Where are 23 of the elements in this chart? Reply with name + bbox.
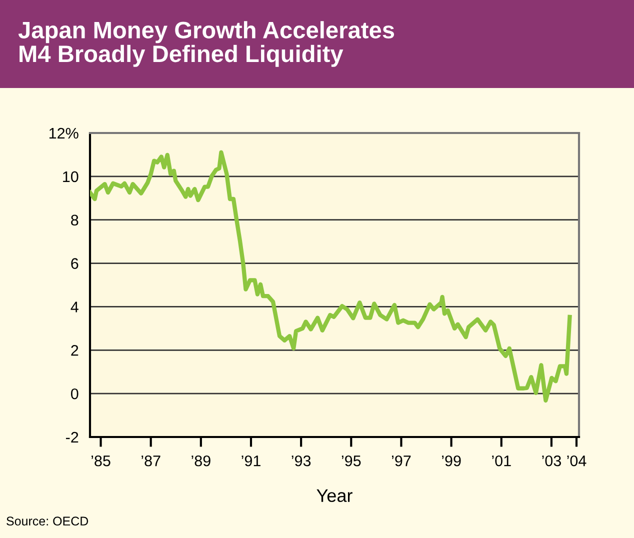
y-tick-label: -2 <box>66 432 78 443</box>
y-tick-label: 10 <box>63 171 78 182</box>
x-tick-label: ’04 <box>567 455 586 466</box>
y-tick-label: 6 <box>71 258 78 269</box>
x-tick-label: ’99 <box>442 455 461 466</box>
y-tick-label: 2 <box>71 345 78 356</box>
y-tick-label: 12% <box>49 128 78 139</box>
x-tick-label: ’97 <box>392 455 411 466</box>
x-tick-label: ’85 <box>92 455 110 466</box>
x-tick-label: ’93 <box>292 455 311 466</box>
y-tick-label: 4 <box>70 302 78 312</box>
x-tick-label: ’91 <box>242 455 260 466</box>
x-tick-label: ’89 <box>192 455 210 466</box>
y-tick-label: 0 <box>70 388 78 400</box>
chart-title: Japan Money Growth Accelerates M4 Broadly Defined Liquidity <box>18 21 394 67</box>
line-series <box>90 150 572 403</box>
y-tick-label: 8 <box>71 214 78 226</box>
x-tick-label: ’01 <box>492 455 511 466</box>
x-tick-label: ’95 <box>342 455 361 466</box>
x-axis-title: Year <box>316 489 352 502</box>
x-tick-label: ’87 <box>142 455 160 466</box>
x-tick-label: ’03 <box>542 455 561 466</box>
source-note: Source: OECD <box>6 516 88 526</box>
